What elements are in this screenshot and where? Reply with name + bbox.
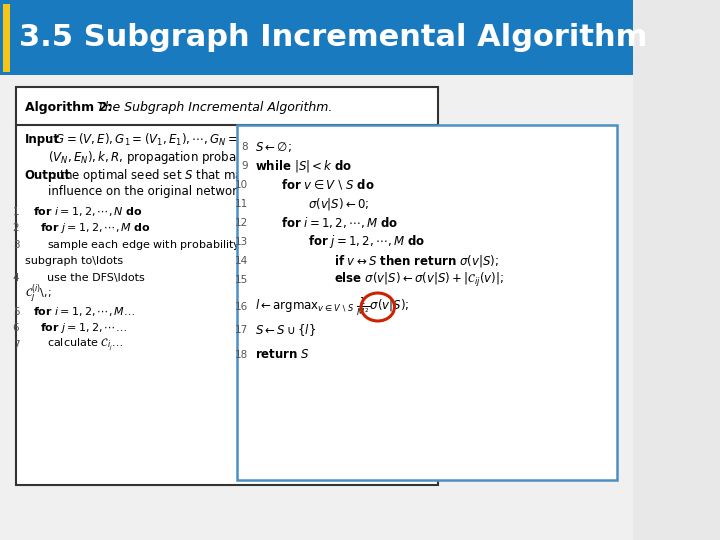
Text: : $G=(V,E), G_1=(V_1,E_1),\cdots,G_N=$: : $G=(V,E), G_1=(V_1,E_1),\cdots,G_N=$ <box>48 132 238 148</box>
Text: calculate $\mathcal{C}_{i_j}\ldots$: calculate $\mathcal{C}_{i_j}\ldots$ <box>48 337 124 353</box>
Text: 16: 16 <box>235 302 248 312</box>
Text: 2: 2 <box>13 223 19 233</box>
Text: 15: 15 <box>235 275 248 285</box>
Text: $\mathbf{for}\ i=1,2,\cdots,M\ \mathbf{do}$: $\mathbf{for}\ i=1,2,\cdots,M\ \mathbf{d… <box>281 215 398 231</box>
FancyBboxPatch shape <box>0 0 633 75</box>
Text: $\mathcal{C}_j^{(i)}$\,;: $\mathcal{C}_j^{(i)}$\,; <box>24 282 51 306</box>
Text: 4: 4 <box>13 273 19 283</box>
Text: 3: 3 <box>13 240 19 250</box>
Text: Output: Output <box>24 168 71 181</box>
FancyBboxPatch shape <box>0 75 633 540</box>
Text: $\sigma(v|S) \leftarrow 0$;: $\sigma(v|S) \leftarrow 0$; <box>307 196 369 212</box>
Text: use the DFS\ldots: use the DFS\ldots <box>48 273 145 283</box>
Text: 9: 9 <box>241 161 248 171</box>
Text: 13: 13 <box>235 237 248 247</box>
FancyBboxPatch shape <box>16 87 438 485</box>
Text: $\mathbf{while}\ |S| < k\ \mathbf{do}$: $\mathbf{while}\ |S| < k\ \mathbf{do}$ <box>255 158 352 174</box>
Text: $\mathbf{else}\ \sigma(v|S) \leftarrow \sigma(v|S)+|\mathcal{C}_{ij}(v)|;$: $\mathbf{else}\ \sigma(v|S) \leftarrow \… <box>334 271 504 289</box>
Text: $\mathbf{if}\ v \leftrightarrow S\ \mathbf{then\ return}\ \sigma(v|S);$: $\mathbf{if}\ v \leftrightarrow S\ \math… <box>334 253 499 269</box>
Text: Algorithm 2:: Algorithm 2: <box>24 102 112 114</box>
Text: 18: 18 <box>235 350 248 360</box>
Text: $\mathbf{for}\ j=1,2,\cdots\ldots$: $\mathbf{for}\ j=1,2,\cdots\ldots$ <box>40 321 127 335</box>
FancyBboxPatch shape <box>3 4 9 72</box>
Text: 11: 11 <box>235 199 248 209</box>
Text: 6: 6 <box>13 323 19 333</box>
Text: 5: 5 <box>13 307 19 317</box>
Text: $l \leftarrow \mathrm{argmax}_{v \in V \setminus S}\ \frac{1}{M^2}\sigma(v|S);$: $l \leftarrow \mathrm{argmax}_{v \in V \… <box>255 295 409 319</box>
Text: sample each edge with probability $p$ on the $i$-th: sample each edge with probability $p$ on… <box>48 238 312 252</box>
Text: $S \leftarrow \varnothing$;: $S \leftarrow \varnothing$; <box>255 140 292 154</box>
Text: $S \leftarrow S \cup \{l\}$: $S \leftarrow S \cup \{l\}$ <box>255 322 316 338</box>
Text: $\mathbf{for}\ j=1,2,\cdots,M\ \mathbf{do}$: $\mathbf{for}\ j=1,2,\cdots,M\ \mathbf{d… <box>307 233 425 251</box>
Text: $(V_N,E_N), k, R$, propagation probability $p$: $(V_N,E_N), k, R$, propagation probabili… <box>48 148 277 165</box>
Text: Input: Input <box>24 133 60 146</box>
Text: influence on the original network: influence on the original network <box>48 186 244 199</box>
Text: 7: 7 <box>13 340 19 350</box>
FancyBboxPatch shape <box>237 125 617 480</box>
Text: 3.5 Subgraph Incremental Algorithm: 3.5 Subgraph Incremental Algorithm <box>19 24 648 52</box>
Text: $\mathbf{return}\ S$: $\mathbf{return}\ S$ <box>255 348 310 361</box>
Text: $\mathbf{for}\ i=1,2,\cdots,N\ \mathbf{do}$: $\mathbf{for}\ i=1,2,\cdots,N\ \mathbf{d… <box>32 206 143 219</box>
Text: 1: 1 <box>13 207 19 217</box>
Text: $\mathbf{for}\ j=1,2,\cdots,M\ \mathbf{do}$: $\mathbf{for}\ j=1,2,\cdots,M\ \mathbf{d… <box>40 221 151 235</box>
Text: 17: 17 <box>235 325 248 335</box>
Text: $\mathbf{for}\ i=1,2,\cdots,M\ldots$: $\mathbf{for}\ i=1,2,\cdots,M\ldots$ <box>32 306 135 319</box>
Text: $\mathbf{for}\ v \in V \setminus S\ \mathbf{do}$: $\mathbf{for}\ v \in V \setminus S\ \mat… <box>281 178 375 192</box>
Text: : the optimal seed set $S$ that maximizes the: : the optimal seed set $S$ that maximize… <box>52 166 310 184</box>
Text: 14: 14 <box>235 256 248 266</box>
Text: The Subgraph Incremental Algorithm.: The Subgraph Incremental Algorithm. <box>96 102 332 114</box>
Text: 12: 12 <box>235 218 248 228</box>
Text: 10: 10 <box>235 180 248 190</box>
Text: 8: 8 <box>241 142 248 152</box>
Text: subgraph to\ldots: subgraph to\ldots <box>24 256 122 266</box>
